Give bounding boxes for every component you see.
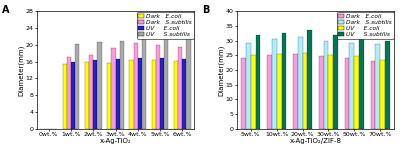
Bar [241,58,246,129]
Text: A: A [2,5,9,15]
Bar [370,61,375,129]
X-axis label: x-Ag-TiO₂/ZIF-8: x-Ag-TiO₂/ZIF-8 [290,138,342,144]
Bar [164,33,168,129]
Bar [71,62,75,129]
Bar [282,33,286,129]
Bar [160,58,164,129]
X-axis label: x-Ag-TiO₂: x-Ag-TiO₂ [100,138,131,144]
Bar [120,41,124,129]
Bar [138,58,142,129]
Bar [350,43,354,129]
Y-axis label: Diameter(mm): Diameter(mm) [218,44,224,96]
Bar [246,43,251,129]
Bar [129,60,134,129]
Bar [293,54,298,129]
Bar [107,63,111,129]
Bar [308,30,312,129]
Bar [156,45,160,129]
Bar [345,58,350,129]
Text: B: B [202,5,209,15]
Bar [178,47,182,129]
Bar [328,55,333,129]
Bar [67,57,71,129]
Bar [385,41,390,129]
Bar [272,39,277,129]
Bar [256,35,260,129]
Bar [182,59,186,129]
Bar [111,48,116,129]
Bar [174,61,178,129]
Bar [186,36,190,129]
Y-axis label: Diameter(mm): Diameter(mm) [18,44,24,96]
Bar [63,64,67,129]
Bar [277,54,282,129]
Bar [319,56,324,129]
Bar [98,42,102,129]
Bar [333,35,338,129]
Bar [324,41,328,129]
Bar [142,31,146,129]
Bar [267,55,272,129]
Legend: Dark   E.coli, Dark   S.subtilis, UV     E.coli, UV     S.subtilis: Dark E.coli, Dark S.subtilis, UV E.coli,… [337,12,394,39]
Bar [298,37,302,129]
Bar [93,60,98,129]
Bar [302,53,308,129]
Legend: Dark   E.coli, Dark   S.subtilis, UV     E.coli, UV     S.subtilis: Dark E.coli, Dark S.subtilis, UV E.coli,… [137,12,194,39]
Bar [89,55,93,129]
Bar [359,37,364,129]
Bar [134,43,138,129]
Bar [251,54,256,129]
Bar [152,60,156,129]
Bar [85,62,89,129]
Bar [375,44,380,129]
Bar [380,60,385,129]
Bar [354,56,359,129]
Bar [75,44,79,129]
Bar [116,59,120,129]
